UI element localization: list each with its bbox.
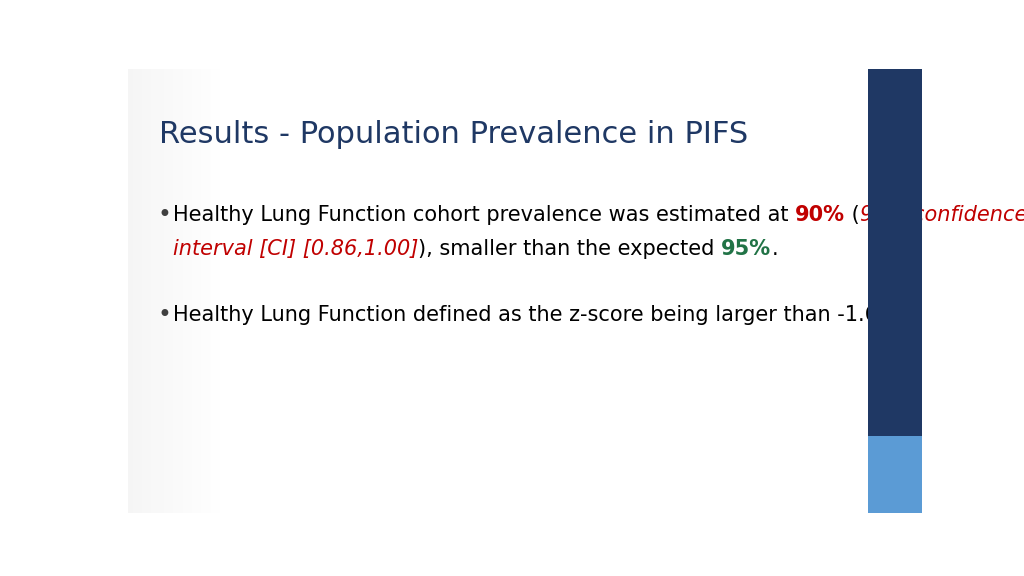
Bar [208,69,209,513]
Bar [220,69,221,513]
Bar [187,69,188,513]
Bar [154,69,155,513]
Bar [191,69,194,513]
Bar [129,69,130,513]
Bar [200,69,202,513]
Text: Results - Population Prevalence in PIFS: Results - Population Prevalence in PIFS [159,120,749,149]
Bar [202,69,203,513]
Bar [176,69,177,513]
Bar [172,69,173,513]
Bar [131,69,133,513]
Bar [196,69,197,513]
Bar [164,69,165,513]
Bar [868,435,922,513]
Bar [207,69,208,513]
Bar [219,69,220,513]
Bar [212,69,213,513]
Bar [213,69,214,513]
Bar [153,69,154,513]
Bar [146,69,147,513]
Bar [135,69,136,513]
Bar [155,69,156,513]
Text: ), smaller than the expected: ), smaller than the expected [419,239,721,259]
Bar [206,69,207,513]
Bar [179,69,180,513]
Bar [178,69,179,513]
Bar [168,69,169,513]
Text: Healthy Lung Function cohort prevalence was estimated at: Healthy Lung Function cohort prevalence … [173,204,795,225]
Text: interval [CI] [0.86,1.00]: interval [CI] [0.86,1.00] [173,239,419,259]
Bar [203,69,204,513]
Bar [140,69,142,513]
Bar [160,69,161,513]
Text: 95%: 95% [721,239,771,259]
Bar [148,69,151,513]
Text: 95% confidence: 95% confidence [860,204,1024,225]
Bar [198,69,199,513]
Bar [133,69,134,513]
Bar [194,69,195,513]
Bar [188,69,189,513]
Bar [162,69,163,513]
Bar [156,69,157,513]
Bar [137,69,138,513]
Bar [177,69,178,513]
Bar [173,69,174,513]
Bar [209,69,211,513]
Text: (: ( [845,204,860,225]
Bar [159,69,160,513]
Bar [199,69,200,513]
Bar [142,69,143,513]
Bar [183,69,185,513]
Bar [128,69,129,513]
Bar [190,69,191,513]
Bar [157,69,159,513]
Text: •: • [158,203,171,227]
Bar [147,69,148,513]
Bar [165,69,166,513]
Bar [182,69,183,513]
Bar [130,69,131,513]
Bar [166,69,168,513]
Bar [216,69,217,513]
Bar [152,69,153,513]
Bar [163,69,164,513]
Bar [145,69,146,513]
Bar [204,69,205,513]
Text: •: • [158,303,171,327]
Bar [169,69,170,513]
Bar [151,69,152,513]
Bar [195,69,196,513]
Bar [197,69,198,513]
Bar [139,69,140,513]
Bar [868,69,922,513]
Bar [144,69,145,513]
Bar [189,69,190,513]
Text: 90%: 90% [795,204,845,225]
Bar [161,69,162,513]
Bar [214,69,215,513]
Bar [171,69,172,513]
Text: Healthy Lung Function defined as the z-score being larger than -1.64.: Healthy Lung Function defined as the z-s… [173,305,898,325]
Bar [217,69,219,513]
Bar [174,69,176,513]
Bar [180,69,181,513]
Bar [134,69,135,513]
Bar [138,69,139,513]
Bar [211,69,212,513]
Bar [186,69,187,513]
Bar [215,69,216,513]
Bar [181,69,182,513]
Bar [205,69,206,513]
Bar [170,69,171,513]
Bar [136,69,137,513]
Text: .: . [771,239,778,259]
Bar [143,69,144,513]
Bar [185,69,186,513]
